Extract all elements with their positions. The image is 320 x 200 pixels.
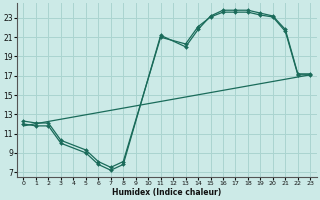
X-axis label: Humidex (Indice chaleur): Humidex (Indice chaleur) bbox=[112, 188, 221, 197]
